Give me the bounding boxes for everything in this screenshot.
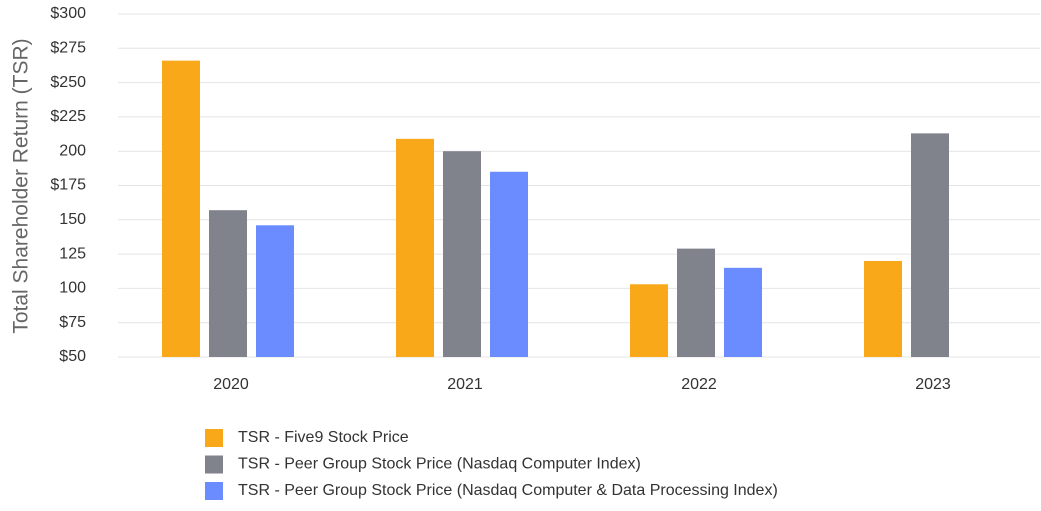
bar bbox=[490, 171, 528, 357]
y-tick-label: 100 bbox=[59, 280, 86, 297]
legend-swatch bbox=[205, 482, 223, 500]
bar bbox=[724, 267, 762, 357]
bar bbox=[630, 284, 668, 357]
bar bbox=[677, 248, 715, 357]
y-tick-label: $175 bbox=[50, 177, 86, 194]
legend-swatch bbox=[205, 455, 223, 474]
y-tick-label: $300 bbox=[50, 5, 86, 22]
legend-label: TSR - Peer Group Stock Price (Nasdaq Com… bbox=[238, 456, 641, 473]
x-tick-label: 2020 bbox=[213, 376, 249, 393]
legend-label: TSR - Five9 Stock Price bbox=[238, 429, 409, 446]
y-tick-label: 200 bbox=[59, 142, 86, 159]
y-tick-label: $225 bbox=[50, 108, 86, 125]
x-tick-label: 2021 bbox=[447, 376, 483, 393]
bar bbox=[162, 60, 200, 357]
bar bbox=[864, 260, 902, 357]
x-tick-label: 2023 bbox=[915, 376, 951, 393]
y-axis-label: Total Shareholder Return (TSR) bbox=[10, 38, 33, 333]
bar bbox=[209, 210, 247, 357]
bar bbox=[911, 133, 949, 357]
y-tick-label: 125 bbox=[59, 245, 86, 262]
bar bbox=[256, 225, 294, 357]
y-tick-label: $75 bbox=[59, 314, 86, 331]
y-tick-label: 150 bbox=[59, 211, 86, 228]
bar bbox=[443, 151, 481, 357]
bar bbox=[396, 138, 434, 357]
y-tick-label: $50 bbox=[59, 348, 86, 365]
y-tick-label: $250 bbox=[50, 74, 86, 91]
x-tick-label: 2022 bbox=[681, 376, 717, 393]
legend-swatch bbox=[205, 429, 223, 447]
legend-label: TSR - Peer Group Stock Price (Nasdaq Com… bbox=[238, 482, 778, 499]
y-tick-label: $275 bbox=[50, 40, 86, 57]
